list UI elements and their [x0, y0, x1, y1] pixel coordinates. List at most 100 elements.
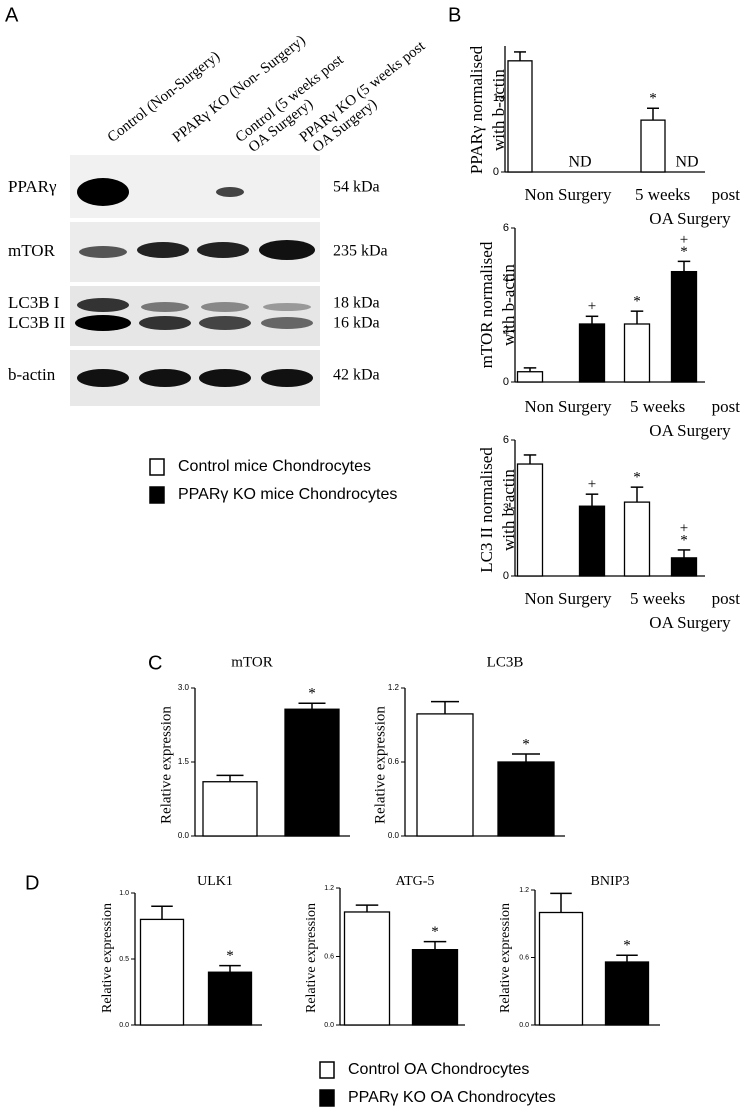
row-label: b-actin	[8, 365, 56, 384]
y-axis-label: with b-actin	[499, 264, 518, 346]
chart-title: LC3B	[487, 654, 524, 670]
bar-annotation: +	[588, 299, 596, 315]
bar-annotation: *	[633, 294, 641, 310]
y-tick-label: 0	[503, 570, 509, 582]
band	[261, 369, 313, 387]
y-tick-label: 0.6	[388, 757, 400, 766]
band	[141, 302, 189, 312]
bar-annotation: *	[633, 470, 641, 486]
y-axis-label: with b-actin	[499, 469, 518, 551]
band	[199, 316, 251, 330]
band	[77, 298, 129, 312]
panel-label: B	[448, 4, 461, 26]
bar-annotation: *	[680, 532, 688, 548]
bar-annotation: *	[623, 938, 631, 954]
y-tick-label: 0.5	[119, 956, 129, 963]
band	[77, 369, 129, 387]
chart-title: mTOR	[231, 654, 272, 670]
y-axis-label: Relative expression	[372, 706, 388, 824]
bar	[139, 918, 185, 1026]
legend-label: Control mice Chondrocytes	[178, 458, 371, 475]
y-tick-label: 0.0	[178, 831, 190, 840]
band	[139, 369, 191, 387]
band	[79, 246, 127, 258]
x-axis-label: 5 weeks	[635, 185, 690, 204]
x-axis-label: Non Surgery	[524, 397, 612, 416]
bar-annotation: +	[680, 232, 688, 248]
row-label: mTOR	[8, 241, 56, 260]
row-label: LC3B I	[8, 293, 60, 312]
band	[197, 242, 249, 258]
y-tick-label: 1.2	[519, 887, 529, 894]
y-tick-label: 0	[503, 376, 509, 388]
bar	[538, 911, 584, 1026]
lane-label: PPARγ KO (5 weeks post	[297, 38, 429, 146]
bar	[578, 505, 606, 577]
y-axis-label: Relative expression	[498, 903, 513, 1013]
bar-annotation: *	[226, 948, 234, 964]
y-tick-label: 0.0	[388, 831, 400, 840]
bar	[623, 323, 651, 383]
row-label: LC3B II	[8, 313, 65, 332]
band	[216, 187, 244, 197]
bar	[578, 323, 606, 383]
legend-swatch	[149, 458, 165, 476]
band	[137, 242, 189, 258]
y-tick-label: 6	[503, 434, 509, 446]
x-axis-label: post	[712, 185, 741, 204]
band	[139, 316, 191, 330]
y-tick-label: 6	[503, 222, 509, 234]
y-tick-label: 0	[493, 166, 499, 178]
chart-title: BNIP3	[591, 874, 630, 889]
y-tick-label: 1.2	[324, 885, 334, 892]
panel-label: C	[148, 652, 162, 674]
y-tick-label: 1.0	[119, 890, 129, 897]
bar	[670, 557, 698, 577]
bar	[343, 911, 391, 1026]
lane-label: Control (Non-Surgery)	[105, 49, 223, 146]
y-axis-label: Relative expression	[158, 706, 174, 824]
y-tick-label: 0.6	[519, 954, 529, 961]
band-size: 54 kDa	[333, 179, 380, 196]
band	[261, 317, 313, 329]
bar	[623, 501, 651, 577]
y-tick-label: 3.0	[178, 683, 190, 692]
bar-annotation: *	[649, 91, 657, 107]
legend-label: PPARγ KO mice Chondrocytes	[178, 486, 397, 503]
bar	[207, 971, 253, 1026]
bar	[416, 713, 474, 837]
band	[77, 178, 129, 206]
x-axis-label: post	[712, 397, 741, 416]
x-axis-label: Non Surgery	[524, 589, 612, 608]
bar	[640, 119, 666, 173]
legend-swatch	[319, 1089, 335, 1107]
x-axis-label: Non Surgery	[524, 185, 612, 204]
x-axis-label: post	[712, 589, 741, 608]
bar	[516, 371, 544, 383]
bar-annotation: *	[680, 244, 688, 260]
bar-annotation: ND	[568, 154, 591, 171]
chart-title: ULK1	[197, 874, 233, 889]
blot-images	[70, 155, 320, 406]
y-tick-label: 1.5	[178, 757, 190, 766]
x-axis-label: 5 weeks	[630, 589, 685, 608]
y-tick-label: 0.0	[324, 1022, 334, 1029]
bar-annotation: *	[431, 924, 439, 940]
bar	[411, 949, 459, 1026]
bar	[507, 60, 533, 173]
x-axis-label: OA Surgery	[649, 209, 731, 228]
band	[201, 302, 249, 312]
band	[199, 369, 251, 387]
y-tick-label: 2	[503, 325, 509, 337]
band	[263, 303, 311, 311]
y-tick-label: 1.2	[388, 683, 400, 692]
bar-annotation: *	[308, 686, 316, 702]
legend-label: PPARγ KO OA Chondrocytes	[348, 1089, 556, 1106]
y-axis-label: Relative expression	[304, 903, 319, 1013]
bar	[497, 761, 555, 837]
x-axis-label: OA Surgery	[649, 421, 731, 440]
legend-label: Control OA Chondrocytes	[348, 1061, 529, 1078]
bar	[670, 270, 698, 383]
bar-annotation: ND	[675, 154, 698, 171]
